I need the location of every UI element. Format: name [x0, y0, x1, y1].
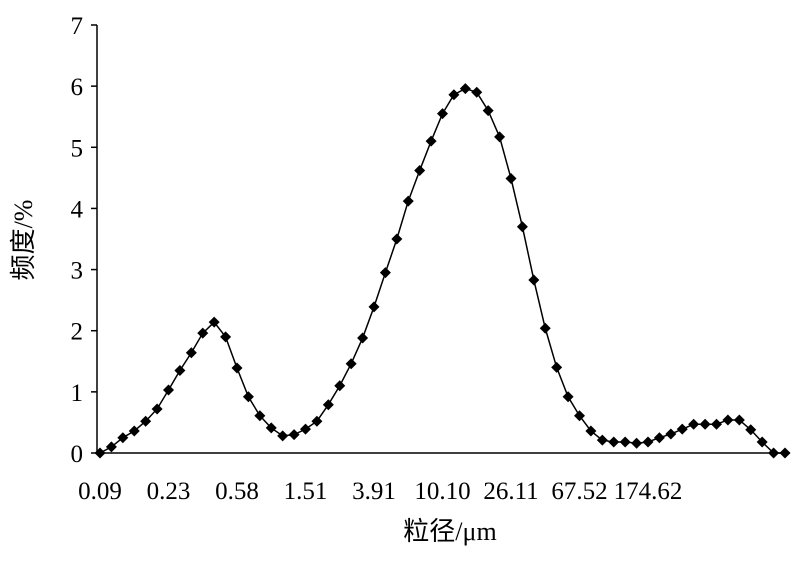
x-tick-label: 3.91 [352, 478, 396, 505]
data-point [642, 436, 654, 448]
data-point [322, 399, 334, 411]
data-point [140, 415, 152, 427]
data-point [254, 410, 266, 422]
data-point [220, 331, 232, 343]
x-axis-title: 粒径/μm [403, 517, 496, 546]
data-point [334, 380, 346, 392]
data-point [151, 403, 163, 415]
x-tick-label: 1.51 [284, 478, 328, 505]
data-point [208, 316, 220, 328]
data-point [653, 432, 665, 444]
data-point [288, 429, 300, 441]
data-point [231, 362, 243, 374]
data-point [311, 415, 323, 427]
data-point [688, 418, 700, 430]
data-point [551, 361, 563, 373]
data-point [631, 437, 643, 449]
x-tick-label: 174.62 [614, 478, 683, 505]
data-point [516, 221, 528, 233]
data-point [722, 414, 734, 426]
data-point [163, 384, 174, 396]
y-tick-label: 6 [71, 74, 84, 101]
data-point [608, 436, 620, 448]
data-point [585, 425, 597, 437]
data-point [174, 364, 186, 376]
data-point [574, 410, 585, 422]
y-axis-title: 频度/% [9, 200, 38, 281]
data-point [448, 89, 460, 101]
data-point [300, 423, 311, 435]
data-point [345, 358, 357, 370]
y-tick-label: 2 [71, 319, 84, 346]
data-point [242, 391, 254, 403]
data-point [185, 347, 197, 359]
data-point [402, 195, 414, 207]
data-point [768, 447, 780, 459]
data-point [745, 424, 757, 436]
x-tick-label: 0.23 [147, 478, 191, 505]
data-point [482, 105, 494, 117]
data-point [117, 432, 129, 444]
data-point [505, 172, 517, 184]
data-point [699, 418, 711, 430]
data-point [425, 135, 437, 147]
data-point [779, 447, 791, 459]
data-point [562, 391, 574, 403]
series-line [99, 87, 785, 454]
data-point [733, 414, 745, 426]
y-tick-label: 7 [71, 13, 84, 40]
data-point [414, 165, 426, 177]
x-tick-label: 0.58 [215, 478, 259, 505]
data-point [711, 418, 722, 430]
data-point [437, 108, 448, 120]
data-point [676, 423, 688, 435]
data-point [494, 131, 506, 143]
data-point [379, 267, 391, 279]
x-tick-label: 10.10 [414, 478, 470, 505]
x-tick-label: 67.52 [551, 478, 607, 505]
y-tick-label: 4 [71, 196, 84, 223]
data-point [528, 274, 540, 286]
data-point [619, 436, 631, 448]
data-point [94, 447, 106, 459]
y-tick-label: 5 [71, 135, 84, 162]
y-tick-label: 1 [71, 380, 84, 407]
data-point [357, 332, 369, 344]
data-point [596, 434, 608, 446]
y-tick-label: 0 [71, 441, 84, 468]
data-point [105, 441, 117, 453]
y-tick-label: 3 [71, 258, 84, 285]
data-point [197, 327, 209, 339]
data-point [459, 83, 471, 95]
data-point [665, 428, 677, 440]
data-point [756, 436, 768, 448]
x-tick-label: 0.09 [78, 478, 122, 505]
data-point [265, 422, 277, 434]
x-tick-label: 26.11 [483, 478, 538, 505]
data-point [391, 233, 403, 245]
data-point [368, 301, 380, 313]
data-point [128, 425, 140, 437]
data-point [277, 430, 289, 442]
data-point [471, 86, 483, 98]
data-point [539, 322, 551, 334]
